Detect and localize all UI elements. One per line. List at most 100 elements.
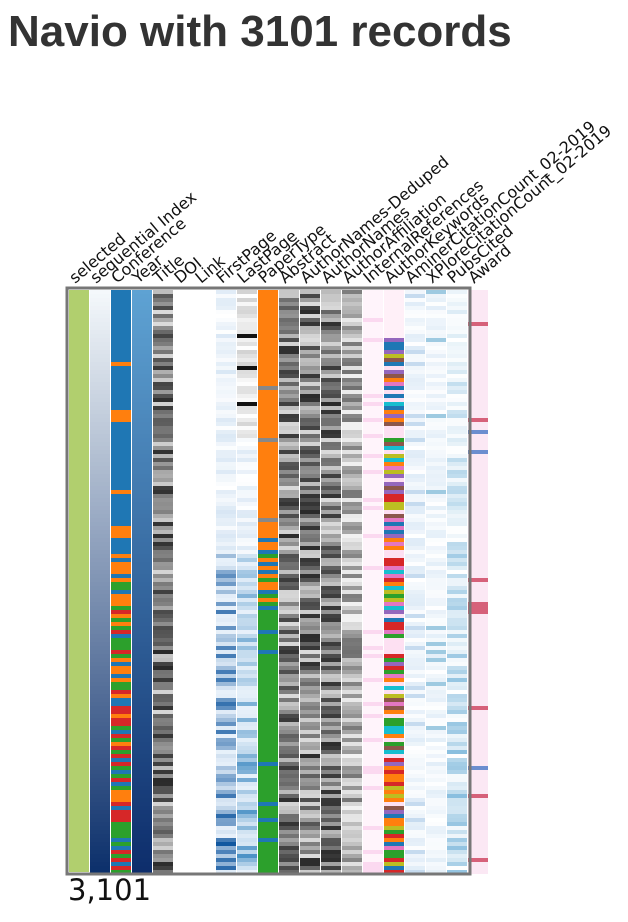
column-title[interactable] <box>153 290 173 874</box>
stripe <box>90 570 110 574</box>
stripe <box>237 450 257 454</box>
stripe <box>111 862 131 866</box>
stripe <box>279 578 299 582</box>
column-authorkeywords[interactable] <box>384 290 404 874</box>
stripe <box>90 734 110 738</box>
stripe <box>321 678 341 682</box>
stripe <box>447 794 467 798</box>
column-xplorecitationcount-02-2019[interactable] <box>426 290 446 874</box>
stripe <box>258 374 278 378</box>
stripe <box>363 442 383 446</box>
stripe <box>447 662 467 666</box>
stripe <box>258 750 278 754</box>
stripe <box>132 322 152 326</box>
column-pubscited[interactable] <box>447 290 467 874</box>
stripe <box>384 450 404 454</box>
stripe <box>426 818 446 822</box>
stripe <box>153 642 173 646</box>
stripe <box>153 462 173 466</box>
stripe <box>447 550 467 554</box>
stripe <box>237 310 257 314</box>
column-year[interactable] <box>132 290 152 874</box>
stripe <box>447 606 467 610</box>
column-papertype[interactable] <box>258 290 278 874</box>
stripe <box>384 482 404 486</box>
stripe <box>363 306 383 310</box>
stripe <box>321 446 341 450</box>
column-award[interactable] <box>468 290 488 874</box>
column-doi[interactable] <box>174 290 194 872</box>
stripe <box>468 814 488 818</box>
stripe <box>279 546 299 550</box>
stripe <box>216 434 236 438</box>
stripe <box>342 850 362 854</box>
stripe <box>132 562 152 566</box>
stripe <box>132 386 152 390</box>
stripe <box>342 534 362 538</box>
stripe <box>153 730 173 734</box>
column-abstract[interactable] <box>279 290 299 874</box>
stripe <box>90 314 110 318</box>
column-authoraffiliation[interactable] <box>342 290 362 874</box>
stripe <box>153 502 173 506</box>
stripe <box>300 730 320 734</box>
stripe <box>258 694 278 698</box>
stripe <box>300 710 320 714</box>
attribute-columns[interactable] <box>69 290 488 874</box>
stripe <box>258 398 278 402</box>
stripe <box>426 602 446 606</box>
stripe <box>468 754 488 758</box>
column-link[interactable] <box>195 290 215 872</box>
stripe <box>258 790 278 794</box>
stripe <box>321 750 341 754</box>
stripe <box>384 694 404 698</box>
stripe <box>237 350 257 354</box>
stripe <box>300 666 320 670</box>
stripe <box>300 734 320 738</box>
stripe <box>447 782 467 786</box>
stripe <box>279 482 299 486</box>
column-firstpage[interactable] <box>216 290 236 874</box>
stripe <box>90 650 110 654</box>
stripe <box>216 538 236 542</box>
stripe <box>426 534 446 538</box>
column-internalreferences[interactable] <box>363 290 383 874</box>
stripe <box>384 314 404 318</box>
stripe <box>342 634 362 638</box>
stripe <box>111 338 131 342</box>
stripe <box>132 678 152 682</box>
stripe <box>90 410 110 414</box>
stripe <box>279 470 299 474</box>
stripe <box>384 738 404 742</box>
stripe <box>363 758 383 762</box>
stripe <box>111 342 131 346</box>
column-selected[interactable] <box>69 290 89 872</box>
column-aminercitationcount-02-2019[interactable] <box>405 290 425 874</box>
stripe <box>384 558 404 562</box>
stripe <box>153 666 173 670</box>
stripe <box>132 622 152 626</box>
stripe <box>132 710 152 714</box>
stripe <box>90 854 110 858</box>
stripe <box>279 290 299 294</box>
stripe <box>279 366 299 370</box>
stripe <box>321 718 341 722</box>
column-lastpage[interactable] <box>237 290 257 874</box>
stripe <box>153 494 173 498</box>
column-authornames-deduped[interactable] <box>300 290 320 874</box>
stripe <box>342 730 362 734</box>
stripe <box>132 298 152 302</box>
column-sequential-index[interactable] <box>90 290 110 874</box>
stripe <box>321 658 341 662</box>
stripe <box>426 610 446 614</box>
stripe <box>111 754 131 758</box>
stripe <box>468 846 488 850</box>
column-authornames[interactable] <box>321 290 341 874</box>
stripe <box>237 794 257 798</box>
stripe <box>300 626 320 630</box>
stripe <box>237 498 257 502</box>
stripe <box>363 522 383 526</box>
stripe <box>405 718 425 722</box>
column-conference[interactable] <box>111 290 131 874</box>
